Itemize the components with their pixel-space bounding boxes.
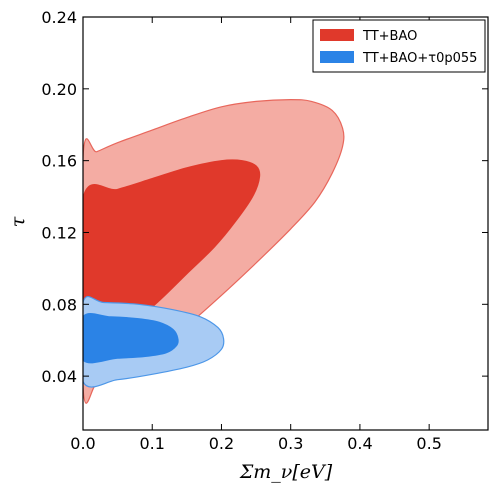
x-tick-label: 0.1 bbox=[140, 434, 165, 453]
plot-frame bbox=[82, 16, 489, 431]
tick-label-layer: 0.0 0.1 0.2 0.3 0.4 0.5 0.04 0.08 0.12 0.16 0.20 0.… bbox=[41, 8, 442, 453]
y-tick-label: 0.12 bbox=[41, 223, 77, 242]
contour-series-1-inner bbox=[83, 313, 179, 364]
contour-layer bbox=[83, 98, 345, 404]
legend-label-tt-bao-tau: TT+BAO+τ0p055 bbox=[362, 51, 477, 66]
y-tick-label: 0.16 bbox=[41, 152, 77, 171]
legend-swatch-tt-bao bbox=[320, 29, 354, 41]
legend-box bbox=[312, 19, 486, 73]
x-tick-label: 0.4 bbox=[347, 434, 372, 453]
y-axis-label: τ bbox=[7, 216, 29, 227]
legend-label-tt-bao: TT+BAO bbox=[362, 29, 417, 44]
legend-swatch-tt-bao-tau bbox=[320, 51, 354, 63]
y-tick-label: 0.08 bbox=[41, 295, 77, 314]
x-axis-label: Σm_ν[eV] bbox=[239, 461, 333, 483]
x-tick-label: 0.5 bbox=[416, 434, 441, 453]
y-tick-label: 0.04 bbox=[41, 367, 77, 386]
y-tick-label: 0.20 bbox=[41, 80, 77, 99]
x-tick-label: 0.3 bbox=[278, 434, 303, 453]
y-tick-label: 0.24 bbox=[41, 8, 77, 27]
x-tick-label: 0.0 bbox=[70, 434, 95, 453]
legend: TT+BAO TT+BAO+τ0p055 bbox=[312, 19, 486, 73]
x-tick-label: 0.2 bbox=[209, 434, 234, 453]
